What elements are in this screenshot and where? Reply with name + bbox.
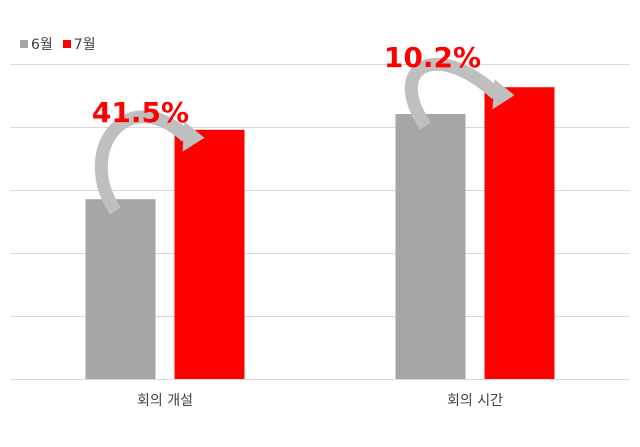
- bar-june-0: [85, 199, 156, 379]
- growth-arrow-head: [492, 79, 515, 110]
- legend-item-june: 6월: [20, 34, 53, 54]
- bar-july-0: [174, 129, 245, 379]
- category-label: 회의 개설: [137, 393, 193, 409]
- legend: 6월 7월: [20, 34, 96, 54]
- legend-item-july: 7월: [62, 34, 96, 54]
- legend-label-july: 7월: [73, 37, 96, 53]
- bar-june-1: [395, 114, 466, 379]
- growth-percentage-label: 41.5%: [92, 96, 189, 129]
- growth-arrow-shaft: [404, 57, 501, 130]
- growth-arrow-head: [182, 121, 205, 152]
- legend-label-june: 6월: [31, 37, 53, 53]
- growth-percentage-label: 10.2%: [384, 41, 481, 74]
- legend-swatch-july: [62, 40, 71, 48]
- growth-arrow-shaft: [94, 110, 191, 215]
- bar-july-1: [484, 87, 555, 380]
- category-label: 회의 시간: [447, 393, 503, 409]
- legend-swatch-june: [20, 40, 28, 48]
